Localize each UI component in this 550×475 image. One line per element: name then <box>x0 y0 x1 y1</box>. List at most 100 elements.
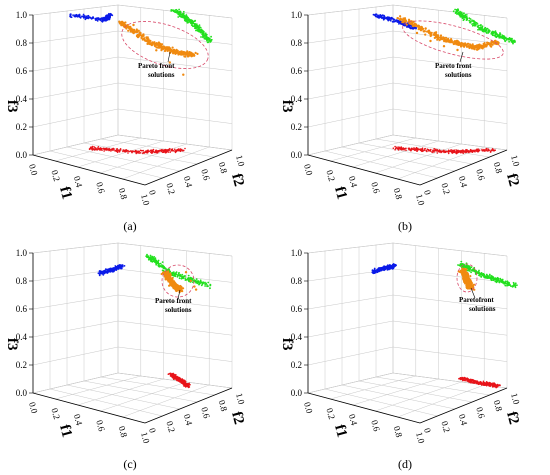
f2f3-projection-cloud-point <box>490 278 493 281</box>
f1f2-projection-cloud-point <box>396 147 399 150</box>
f2f3-projection-cloud-point <box>206 39 208 42</box>
f1f2-projection-cloud-point <box>429 149 432 151</box>
pareto-front-cloud-point <box>417 28 420 31</box>
pareto-point <box>462 268 465 271</box>
f2f3-projection-cloud-point <box>182 12 185 15</box>
f1f2-projection-cloud-point <box>472 379 475 382</box>
f2f3-projection-cloud-point <box>510 40 513 43</box>
f2f3-projection-cloud-point <box>198 24 201 26</box>
f1f2-projection-cloud-point <box>397 146 399 148</box>
x-tick-label: 0.8 <box>117 187 130 201</box>
pareto-front-cloud-point <box>130 29 133 32</box>
f1f2-projection-cloud-point <box>461 150 464 152</box>
f2f3-projection-cloud-point <box>454 12 457 15</box>
left-wall <box>307 4 394 156</box>
f2f3-projection-cloud-point <box>170 10 173 12</box>
f1f2-projection-cloud-point <box>465 149 468 151</box>
f2f3-projection-cloud-point <box>482 274 484 276</box>
f1f2-projection-cloud-point <box>167 151 170 153</box>
grid-line <box>352 140 439 168</box>
f1f2-projection-cloud <box>392 145 496 155</box>
f1f2-projection-cloud-point <box>106 148 108 151</box>
pareto-front-cloud-point <box>194 51 197 55</box>
pareto-front-cloud-point <box>418 25 421 28</box>
f2f3-projection-cloud-point <box>177 16 180 18</box>
f1f3-projection-cloud-point <box>376 271 379 274</box>
f1f2-projection-cloud-point <box>457 151 460 154</box>
pareto-front-cloud-point <box>469 275 472 278</box>
pareto-front-cloud-point <box>462 42 465 45</box>
pareto-front-cloud-point <box>404 19 407 22</box>
f1f2-projection-cloud-point <box>182 383 185 385</box>
annotation-arrow <box>167 51 171 63</box>
pareto-front-cloud-point <box>462 277 465 281</box>
f1f2-projection-cloud-point <box>145 150 147 152</box>
f2f3-projection-cloud-point <box>501 278 504 281</box>
f2f3-projection-cloud-point <box>488 30 491 32</box>
f2f3-projection-cloud-point <box>146 253 148 256</box>
f2f3-projection-cloud-point <box>202 35 205 38</box>
f2f3-projection-cloud <box>145 253 212 290</box>
f2f3-projection-cloud-point <box>187 21 190 24</box>
f1f3-projection-cloud-point <box>123 265 126 267</box>
f1f2-projection-cloud-point <box>435 148 437 151</box>
f1f2-projection-cloud-point <box>174 150 176 152</box>
f1f3-projection-cloud-point <box>375 13 378 16</box>
pareto-front-cloud-point <box>140 36 143 39</box>
f1f3-projection-cloud-point <box>104 271 106 274</box>
y-tick-label: 0.8 <box>492 161 505 175</box>
pareto-front-cloud-point <box>133 29 136 32</box>
f1f2-projection-cloud-point <box>436 152 439 154</box>
f1f3-projection-cloud-point <box>83 16 86 19</box>
f1f2-projection-cloud-point <box>181 380 183 383</box>
f1f2-projection-cloud-point <box>170 149 173 151</box>
f1f2-projection-cloud-point <box>161 149 164 151</box>
f2f3-projection-cloud-point <box>463 16 466 18</box>
pareto-front-cloud-point <box>170 49 173 52</box>
grid-line <box>375 143 462 174</box>
y-tick-label: 0.4 <box>182 413 195 427</box>
pareto-front-cloud-point <box>127 29 130 32</box>
f1f2-projection-cloud-point <box>131 151 133 154</box>
f1f2-projection-cloud-point <box>449 150 452 152</box>
pareto-front-cloud-point <box>405 23 408 26</box>
f1f2-projection-cloud-point <box>439 149 441 152</box>
f2f3-projection-cloud-point <box>504 280 507 283</box>
f1f2-projection-cloud-point <box>458 377 460 380</box>
f1f2-projection-cloud-point <box>486 382 488 384</box>
pareto-front-cloud-point <box>470 45 473 48</box>
f2f3-projection-cloud-point <box>187 274 190 277</box>
f1f2-projection-cloud-point <box>148 150 150 153</box>
f1f2-projection-cloud-point <box>494 149 496 151</box>
pareto-front-cloud-point <box>444 36 448 40</box>
f1f2-projection-cloud-point <box>462 152 464 155</box>
pareto-point <box>182 73 185 76</box>
f1f2-projection-cloud-point <box>110 148 113 151</box>
f1f3-projection-cloud-point <box>378 270 381 273</box>
f2f3-projection-cloud-point <box>469 18 472 20</box>
y-tick-label: 0.8 <box>492 399 505 413</box>
x-tick-label: 0.0 <box>302 401 315 415</box>
f1f3-projection-cloud-point <box>415 26 417 29</box>
pareto-front-cloud-point <box>183 55 186 58</box>
f1f3-projection-cloud-point <box>394 20 396 23</box>
f1f3-projection-cloud-point <box>69 13 72 16</box>
f2f3-projection-cloud-point <box>497 279 500 281</box>
f2f3-projection-cloud-point <box>504 284 507 287</box>
f2f3-projection-cloud-point <box>494 30 497 32</box>
f2f3-projection-cloud-point <box>187 18 190 21</box>
pareto-front-cloud-point <box>457 41 460 45</box>
pareto-front-cloud-point <box>168 278 171 281</box>
f1f3-projection-cloud-point <box>94 17 97 20</box>
grid-line <box>100 138 215 158</box>
f2f3-projection-cloud-point <box>485 32 488 34</box>
f1f2-projection-cloud-point <box>481 150 484 152</box>
grid-line <box>32 30 119 44</box>
y-axis-label: f2 <box>503 172 522 188</box>
f1f2-projection-cloud-point <box>90 146 92 149</box>
f1f3-projection-cloud-point <box>389 268 391 270</box>
grid-line <box>307 108 394 128</box>
f2f3-projection-cloud-point <box>206 38 208 40</box>
f1f2-projection-cloud-point <box>183 381 186 384</box>
f2f3-projection-cloud-point <box>200 284 203 287</box>
